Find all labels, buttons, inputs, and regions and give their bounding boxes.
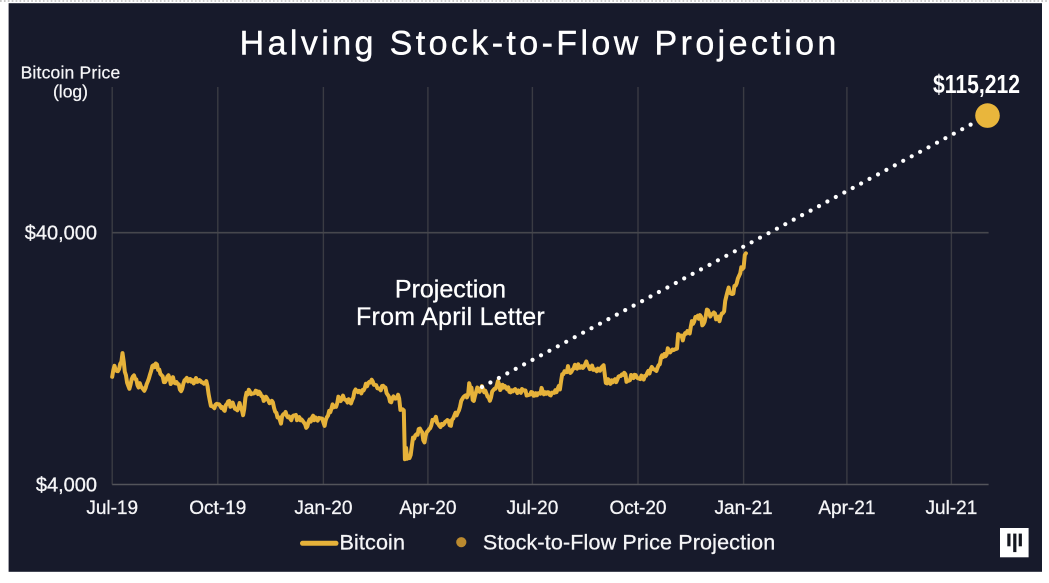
svg-text:Bitcoin: Bitcoin — [340, 530, 406, 554]
svg-text:Oct-19: Oct-19 — [189, 498, 246, 519]
svg-text:Bitcoin Price: Bitcoin Price — [21, 63, 121, 83]
svg-text:Jul-19: Jul-19 — [86, 498, 138, 519]
svg-text:(log): (log) — [53, 82, 88, 102]
svg-text:Jul-21: Jul-21 — [926, 498, 978, 519]
svg-text:Halving Stock-to-Flow Projecti: Halving Stock-to-Flow Projection — [240, 25, 840, 63]
svg-text:Oct-20: Oct-20 — [609, 498, 666, 519]
svg-text:Stock-to-Flow Price Projection: Stock-to-Flow Price Projection — [483, 531, 775, 555]
svg-text:Jul-20: Jul-20 — [507, 498, 559, 519]
svg-text:Jan-20: Jan-20 — [294, 498, 352, 519]
svg-text:$4,000: $4,000 — [36, 475, 97, 497]
svg-text:Apr-21: Apr-21 — [818, 498, 875, 519]
svg-text:Projection: Projection — [395, 276, 506, 304]
svg-text:Jan-21: Jan-21 — [715, 498, 773, 519]
svg-text:Apr-20: Apr-20 — [399, 498, 456, 519]
svg-text:$40,000: $40,000 — [25, 223, 97, 245]
svg-text:$115,212: $115,212 — [933, 69, 1020, 99]
svg-text:From April Letter: From April Letter — [356, 303, 545, 331]
